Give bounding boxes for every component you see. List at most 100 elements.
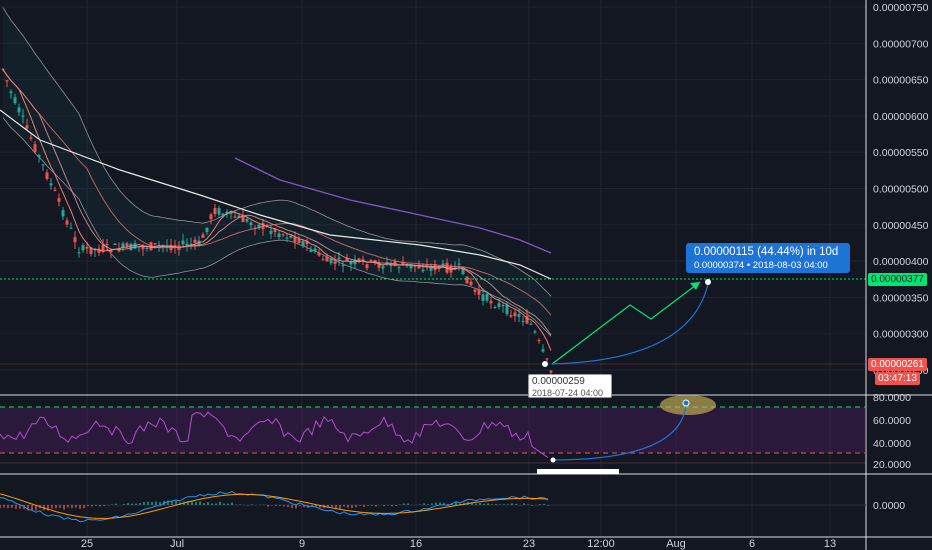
ma-medium	[2, 69, 552, 336]
candle-body	[1, 68, 5, 70]
candle-body	[301, 240, 305, 247]
candle-body	[309, 249, 313, 252]
candle-body	[57, 198, 61, 202]
price-tick-label: 0.00000750	[873, 2, 929, 14]
candle-body	[157, 244, 161, 246]
candle-body	[365, 264, 369, 269]
candle-body	[21, 115, 25, 117]
target-point-marker[interactable]	[705, 279, 711, 285]
candle-body	[545, 358, 549, 360]
candle-body	[349, 261, 353, 265]
candle-body	[361, 259, 365, 262]
candle-body	[357, 258, 361, 261]
last-price-value: 0.00000261	[871, 359, 924, 370]
ma-long	[0, 109, 552, 280]
rsi-target-marker[interactable]	[682, 399, 690, 407]
rsi-tick-label: 40.0000	[873, 438, 911, 450]
candle-body	[13, 97, 17, 104]
candle-body	[313, 248, 317, 252]
rsi-pane[interactable]	[0, 395, 866, 474]
candle-body	[185, 243, 189, 247]
candle-body	[417, 265, 421, 269]
candle-body	[501, 304, 505, 307]
candle-body	[77, 252, 81, 254]
price-tick-label: 0.00000350	[873, 292, 929, 304]
candle-body	[233, 216, 237, 218]
candle-body	[189, 243, 193, 245]
candle-body	[121, 243, 125, 248]
candle-body	[17, 107, 21, 113]
candle-body	[549, 370, 553, 373]
macd-axis[interactable]: 0.0000	[873, 500, 905, 512]
low-point-marker[interactable]	[542, 361, 548, 367]
candle-body	[457, 263, 461, 265]
rsi-start-marker[interactable]	[550, 457, 556, 463]
candle-body	[537, 340, 541, 342]
bollinger-upper	[2, 7, 552, 297]
candle-body	[69, 227, 73, 229]
macd-pane[interactable]	[0, 490, 866, 523]
price-tick-label: 0.00000600	[873, 111, 929, 123]
candle-body	[85, 246, 89, 249]
time-tick-label: 25	[81, 538, 93, 550]
low-price-date: 2018-07-24 04:00	[532, 388, 604, 398]
time-tick-label: Aug	[666, 538, 686, 550]
candle-body	[461, 267, 465, 275]
projection-target-text: 0.00000374 • 2018-08-03 04:00	[694, 260, 828, 271]
ma-slow	[2, 69, 552, 316]
time-axis[interactable]: 25 Jul 9 16 23 12:00 Aug 6 13	[81, 538, 836, 550]
rsi-projection-curve[interactable]	[551, 404, 687, 461]
candle-body	[205, 227, 209, 233]
projection-curve[interactable]	[551, 283, 709, 365]
candle-body	[421, 269, 425, 272]
candle-body	[257, 224, 261, 229]
candle-body	[141, 246, 145, 250]
candle-body	[161, 245, 165, 247]
candle-body	[209, 214, 213, 220]
candle-body	[469, 281, 473, 286]
candle-body	[29, 137, 33, 139]
candle-body	[153, 243, 157, 245]
candle-body	[37, 155, 41, 158]
candle-body	[41, 164, 45, 166]
time-tick-label: Jul	[170, 538, 184, 550]
projection-change-text: 0.00000115 (44.44%) in 10d	[694, 246, 839, 258]
candle-body	[249, 222, 253, 225]
price-tick-label: 0.00000500	[873, 184, 929, 196]
rsi-tick-label: 80.0000	[873, 392, 911, 404]
candle-body	[529, 323, 533, 325]
candle-body	[297, 238, 301, 244]
time-tick-label: 13	[824, 538, 836, 550]
candle-body	[181, 240, 185, 245]
candle-body	[489, 300, 493, 304]
bollinger-lower	[2, 117, 552, 337]
rsi-tooltip-stub	[537, 469, 619, 474]
candle-body	[333, 261, 337, 264]
time-tick-label: 12:00	[587, 538, 615, 550]
candle-body	[353, 259, 357, 265]
candle-body	[105, 243, 109, 246]
projection-zigzag-arrow[interactable]	[551, 281, 701, 365]
candle-body	[65, 220, 69, 225]
candle-body	[345, 258, 349, 261]
rsi-axis[interactable]: 80.0000 60.0000 40.0000 20.0000	[873, 392, 911, 471]
candle-body	[337, 257, 341, 260]
candle-body	[221, 213, 225, 217]
projection-info-box[interactable]: 0.00000115 (44.44%) in 10d 0.00000374 • …	[686, 243, 850, 273]
candle-body	[377, 262, 381, 268]
candle-body	[201, 234, 205, 238]
candle-body	[497, 303, 501, 307]
candle-body	[321, 259, 325, 261]
last-price-badge: 0.00000261	[868, 358, 927, 371]
price-pane[interactable]	[0, 7, 866, 377]
candle-body	[325, 256, 329, 262]
candle-body	[465, 276, 469, 284]
candle-body	[97, 248, 101, 253]
price-tick-label: 0.00000550	[873, 147, 929, 159]
candle-body	[273, 228, 277, 232]
price-tick-label: 0.00000650	[873, 75, 929, 87]
macd-tick-label: 0.0000	[873, 500, 905, 512]
candle-body	[393, 261, 397, 266]
